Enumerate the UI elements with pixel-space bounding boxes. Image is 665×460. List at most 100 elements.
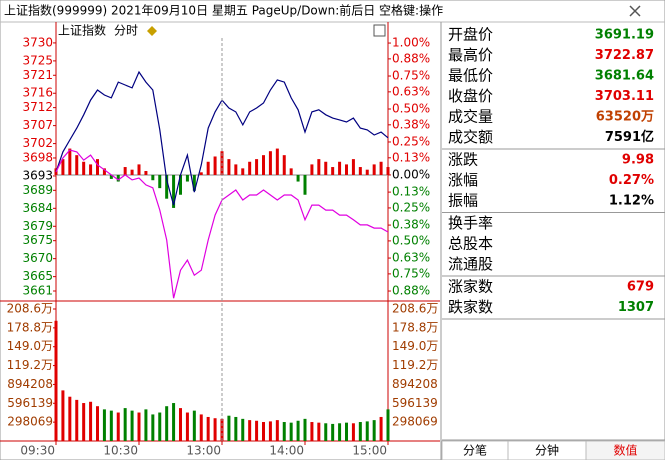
y-tick-label: 3679 <box>22 219 53 233</box>
breadth-bar <box>179 174 182 195</box>
volume-bar <box>75 399 79 441</box>
y2-tick-label: 0.25% <box>392 134 430 148</box>
breadth-bar <box>372 164 376 175</box>
quote-value: 3691.19 <box>595 28 654 43</box>
volume-bar <box>102 409 106 441</box>
volume-bar <box>192 410 196 441</box>
vol-tick-label: 208.6万 <box>7 302 53 316</box>
y-tick-label: 3725 <box>22 53 53 67</box>
y2-tick-label: 0.50% <box>392 101 430 115</box>
volume-bar <box>179 408 182 441</box>
breadth-bar <box>248 161 252 175</box>
y-tick-label: 3693 <box>22 168 53 182</box>
y2-tick-label: 0.75% <box>392 266 430 280</box>
vol-tick-label: 178.8万 <box>7 320 53 334</box>
breadth-bar <box>262 155 265 175</box>
breadth-bar <box>96 159 99 175</box>
breadth-bar <box>324 161 328 175</box>
volume-bar <box>144 409 148 441</box>
breadth-bar <box>331 167 335 175</box>
volume-bar <box>303 418 307 441</box>
breadth-bar <box>234 164 238 175</box>
y2-tick-label: 0.88% <box>392 51 430 65</box>
y-tick-label: 3689 <box>22 183 53 197</box>
volume-bar <box>130 410 134 441</box>
x-tick-label: 13:00 <box>186 444 221 458</box>
quote-label: 总股本 <box>448 235 493 253</box>
quote-label: 成交额 <box>448 128 493 146</box>
volume-bar <box>241 418 245 441</box>
breadth-bar <box>172 174 176 208</box>
breadth-bar <box>310 164 314 175</box>
breadth-bar <box>282 155 286 175</box>
breadth-bar <box>289 168 293 175</box>
y2-tick-label: 0.50% <box>392 233 430 247</box>
breadth-bar <box>68 148 72 175</box>
close-icon[interactable] <box>629 5 641 17</box>
quote-value: 1.12% <box>609 194 654 209</box>
quote-label: 流通股 <box>448 255 493 273</box>
toggle-icon[interactable] <box>373 24 386 37</box>
volume-bar <box>82 403 86 441</box>
volume-bar <box>289 422 293 441</box>
volume-bar <box>109 410 113 441</box>
y-tick-label: 3698 <box>22 150 53 164</box>
quote-label: 最高价 <box>448 46 493 64</box>
tab-label[interactable]: 分钟 <box>535 443 559 458</box>
quote-label: 换手率 <box>448 214 493 232</box>
breadth-bar <box>102 168 106 175</box>
volume-bar <box>345 422 348 441</box>
breadth-bar <box>137 164 141 175</box>
volume-bar <box>116 412 120 441</box>
breadth-bar <box>241 168 245 175</box>
volume-bar <box>68 396 72 441</box>
x-tick-label: 09:30 <box>20 444 55 458</box>
volume-bar <box>206 416 210 441</box>
breadth-bar <box>61 159 65 175</box>
y2-tick-label: 0.38% <box>392 218 430 232</box>
volume-bar <box>213 418 217 441</box>
quote-value: 1307 <box>618 300 654 315</box>
quote-value: 3722.87 <box>595 48 654 63</box>
breadth-bar <box>386 167 390 175</box>
breadth-bar <box>213 156 217 175</box>
breadth-bar <box>158 174 162 189</box>
vol-tick-label-right: 178.8万 <box>392 320 438 334</box>
breadth-bar <box>351 159 355 175</box>
volume-bar <box>365 421 369 441</box>
breadth-bar <box>165 174 169 199</box>
quote-label: 收盘价 <box>448 87 493 105</box>
option-icon[interactable] <box>147 26 157 36</box>
x-tick-label: 14:00 <box>269 444 304 458</box>
tab-label[interactable]: 数值 <box>613 443 637 458</box>
quote-value: 63520万 <box>596 110 654 125</box>
y2-tick-label: 0.25% <box>392 200 430 214</box>
volume-bar <box>137 412 141 441</box>
tab-label[interactable]: 分笔 <box>463 443 487 458</box>
quote-value: 0.27% <box>609 173 654 188</box>
vol-tick-label-right: 208.6万 <box>392 302 438 316</box>
volume-bar <box>351 423 355 441</box>
volume-bar <box>248 420 252 441</box>
chart-subtitle: 分时 <box>114 24 138 38</box>
breadth-bar <box>109 174 113 179</box>
breadth-bar <box>123 167 127 175</box>
volume-bar <box>282 422 286 441</box>
breadth-bar <box>338 161 342 175</box>
volume-bar <box>96 406 99 441</box>
volume-bar <box>262 422 265 441</box>
tab[interactable] <box>585 440 665 460</box>
x-tick-label: 15:00 <box>352 444 387 458</box>
breadth-bar <box>268 151 272 175</box>
volume-bar <box>386 409 390 441</box>
close-button[interactable] <box>626 2 644 20</box>
quote-value: 679 <box>627 280 654 295</box>
vol-tick-label-right: 119.2万 <box>392 358 438 372</box>
chart-title: 上证指数 <box>58 23 106 38</box>
volume-bar <box>165 406 169 441</box>
y-tick-label: 3684 <box>22 201 53 215</box>
x-tick-label: 10:30 <box>103 444 138 458</box>
y2-tick-label: 0.88% <box>392 284 430 298</box>
